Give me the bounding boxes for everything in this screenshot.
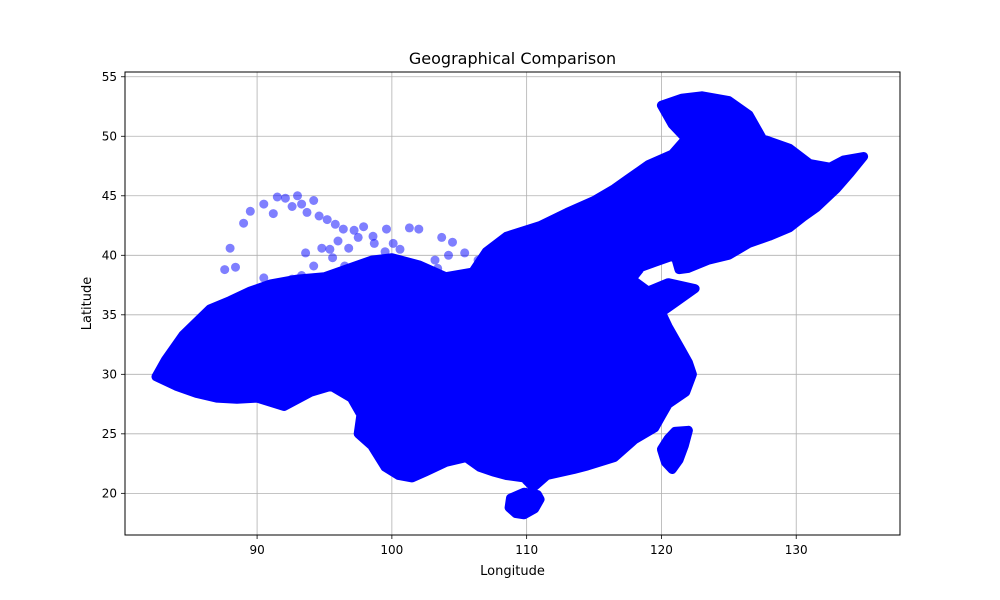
scatter-point [239, 218, 249, 228]
scatter-point [328, 253, 338, 263]
scatter-point [380, 247, 390, 257]
y-tick-label: 30 [102, 367, 117, 381]
x-tick-label: 120 [650, 543, 673, 557]
scatter-point [317, 243, 327, 253]
y-tick-label: 55 [102, 70, 117, 84]
scatter-point [297, 271, 307, 280]
scatter-point [388, 238, 398, 248]
scatter-point [433, 263, 443, 273]
y-axis-label: Latitude [80, 277, 95, 331]
scatter-point [225, 243, 235, 253]
scatter-point [270, 281, 280, 291]
scatter-point [259, 199, 269, 209]
scatter-point [353, 232, 363, 242]
scatter-point [340, 261, 350, 271]
x-tick-label: 110 [515, 543, 538, 557]
scatter-point [259, 273, 269, 283]
scatter-point [359, 222, 369, 232]
scatter-point [272, 192, 282, 202]
scatter-point [344, 243, 354, 253]
scatter-point [297, 199, 307, 209]
scatter-point [301, 248, 311, 258]
x-tick-label: 100 [380, 543, 403, 557]
scatter-point [369, 238, 379, 248]
scatter-point [349, 225, 359, 235]
data-layer [151, 91, 869, 520]
scatter-point [309, 261, 319, 271]
scatter-cluster-taiwan [656, 425, 693, 474]
scatter-point [287, 274, 297, 284]
scatter-point [437, 232, 447, 242]
scatter-point [231, 262, 240, 272]
scatter-point [280, 193, 290, 203]
scatter-point [414, 224, 424, 234]
x-tick-label: 130 [785, 543, 808, 557]
scatter-point [330, 219, 340, 229]
y-tick-label: 45 [102, 189, 117, 203]
scatter-point [309, 196, 319, 205]
scatter-point [473, 255, 483, 265]
scatter-point [430, 255, 440, 265]
x-axis-label: Longitude [480, 564, 545, 579]
scatter-point [322, 215, 332, 225]
scatter-point [314, 211, 324, 221]
scatter-point [302, 207, 312, 217]
scatter-point [448, 237, 457, 247]
scatter-point [368, 231, 378, 241]
scatter-point [404, 223, 414, 233]
y-tick-label: 25 [102, 427, 117, 441]
y-tick-label: 20 [102, 486, 117, 500]
scatter-cluster-hainan [504, 487, 545, 520]
scatter-point [460, 248, 470, 258]
scatter-point [220, 265, 230, 275]
scatter-point [444, 250, 453, 260]
scatter-point [325, 244, 335, 254]
tick-layer: 90 100 110 120 130 20 25 30 35 40 45 50 55 [102, 70, 808, 557]
scatter-point [276, 278, 286, 288]
scatter-point [293, 191, 302, 201]
scatter-point [411, 260, 421, 270]
scatter-point [268, 209, 278, 219]
plot-area: 90 100 110 120 130 20 25 30 35 40 45 50 55 [102, 70, 901, 557]
scatter-point [338, 224, 348, 234]
axes-frame [124, 71, 901, 536]
scatter-point [382, 224, 391, 234]
y-tick-label: 50 [102, 129, 117, 143]
chart-title: Geographical Comparison [409, 49, 616, 68]
y-tick-label: 40 [102, 248, 117, 262]
scatter-cluster-mainland [151, 91, 869, 492]
scatter-point [333, 236, 343, 246]
scatter-point [245, 206, 255, 216]
scatter-point [287, 202, 297, 211]
x-tick-label: 90 [249, 543, 264, 557]
scatter-point [395, 244, 405, 254]
y-tick-label: 35 [102, 308, 117, 322]
